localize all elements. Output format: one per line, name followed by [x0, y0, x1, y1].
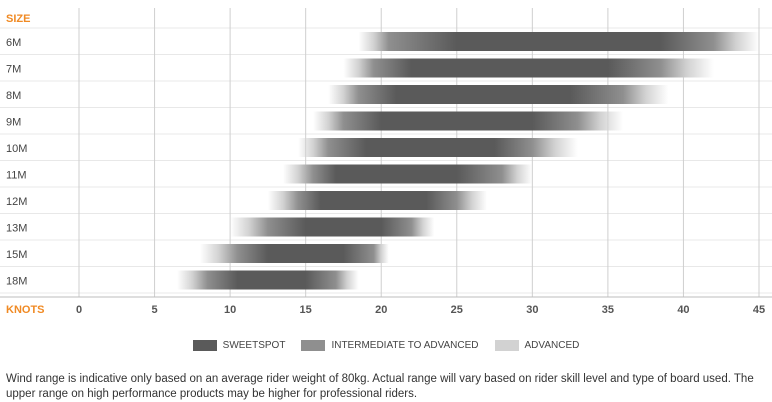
legend-label-advanced: ADVANCED [524, 340, 580, 351]
size-label: 13M [6, 223, 27, 235]
wind-range-note: Wind range is indicative only based on a… [6, 373, 754, 400]
intermediate-swatch [301, 340, 326, 351]
sweetspot-swatch [192, 340, 217, 351]
x-tick-label: 5 [151, 304, 157, 316]
size-label: 9M [6, 117, 21, 129]
size-label: 7M [6, 64, 21, 76]
range-bar-6m [358, 32, 759, 51]
legend-item-sweetspot: SWEETSPOT [192, 340, 286, 351]
size-label: 18M [6, 276, 27, 288]
x-tick-label: 30 [526, 304, 538, 316]
range-bar-11m [283, 164, 533, 184]
x-tick-label: 40 [677, 304, 689, 316]
chart-legend: SWEETSPOT INTERMEDIATE TO ADVANCED ADVAN… [0, 340, 772, 351]
size-label: 6M [6, 37, 21, 49]
x-tick-label: 10 [224, 304, 236, 316]
range-bar-18m [177, 270, 359, 290]
x-tick-label: 0 [76, 304, 82, 316]
bars-layer [177, 32, 759, 290]
size-label: 11M [6, 170, 27, 182]
labels-layer: 0 5 10 15 20 25 30 35 40 45 6M 7M 8M 9M 10M 11M 12M 13M 15… [6, 37, 765, 316]
size-label: 12M [6, 196, 27, 208]
x-tick-label: 20 [375, 304, 387, 316]
range-bar-13m [230, 217, 435, 237]
x-axis-title: KNOTS [6, 304, 45, 316]
x-tick-label: 35 [602, 304, 614, 316]
x-tick-label: 15 [300, 304, 312, 316]
range-bar-9m [313, 111, 623, 131]
x-tick-label: 45 [753, 304, 765, 316]
y-axis-title: SIZE [6, 13, 30, 25]
legend-item-intermediate: INTERMEDIATE TO ADVANCED [301, 340, 479, 351]
legend-item-advanced: ADVANCED [494, 340, 580, 351]
size-label: 10M [6, 143, 27, 155]
advanced-swatch [494, 340, 519, 351]
x-tick-label: 25 [451, 304, 463, 316]
range-bar-10m [298, 138, 578, 157]
legend-label-sweetspot: SWEETSPOT [222, 340, 286, 351]
legend-label-intermediate: INTERMEDIATE TO ADVANCED [331, 340, 479, 351]
range-bar-12m [267, 191, 487, 210]
size-label: 8M [6, 90, 21, 102]
range-bar-15m [199, 244, 389, 263]
size-label: 15M [6, 249, 27, 261]
wind-range-chart: 0 5 10 15 20 25 30 35 40 45 6M 7M 8M 9M 10M 11M 12M 13M 15… [0, 8, 772, 316]
range-bar-7m [343, 58, 714, 78]
range-bar-8m [328, 85, 669, 104]
